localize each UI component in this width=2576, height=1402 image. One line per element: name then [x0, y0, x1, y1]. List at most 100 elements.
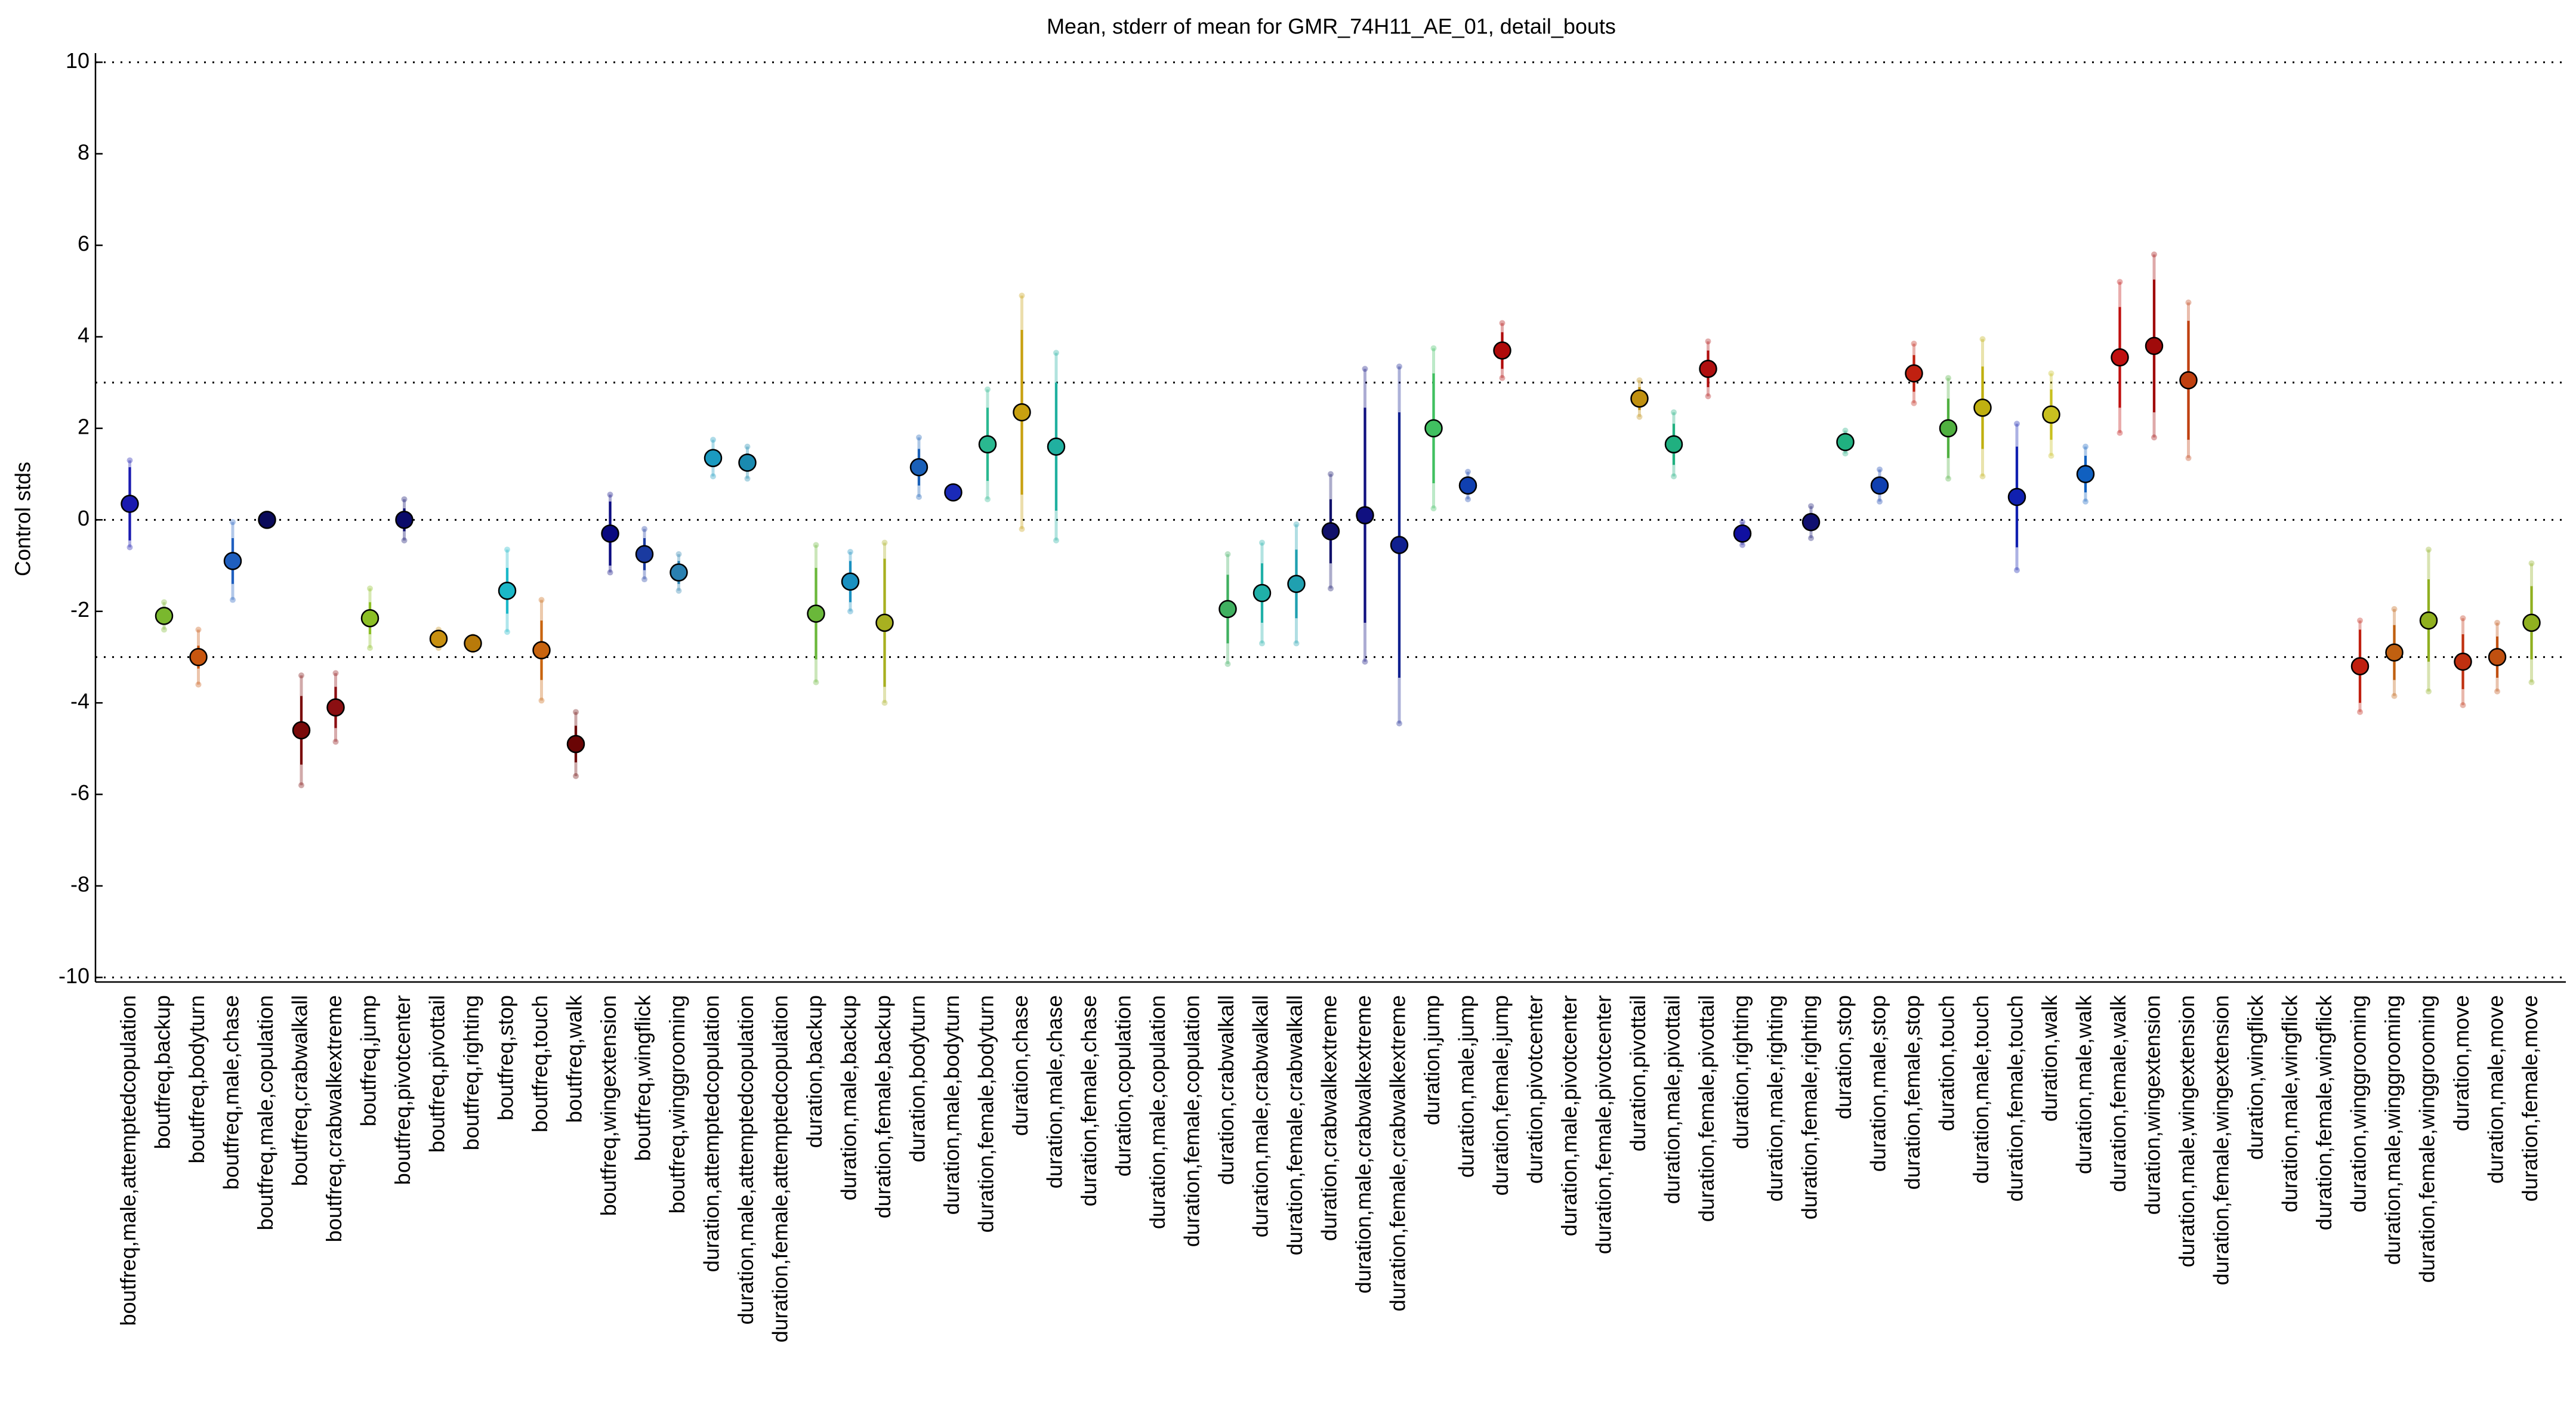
mean-marker [258, 511, 276, 529]
mean-marker [738, 453, 757, 472]
spread-cap [1705, 393, 1711, 400]
spread-cap [1019, 526, 1025, 532]
mean-marker [1836, 433, 1855, 452]
mean-marker [326, 698, 345, 717]
x-tick-label: duration,jump [1420, 995, 1444, 1125]
spread-cap [641, 526, 647, 532]
spread-cap [1842, 427, 1849, 434]
x-tick-label: duration,male,chase [1042, 995, 1067, 1188]
x-tick-label: duration,female,attemptedcopulation [768, 995, 792, 1342]
mean-marker [2111, 348, 2129, 367]
spread-cap [1739, 542, 1745, 548]
mean-marker [1458, 476, 1477, 495]
x-tick-label: duration,female,pivottail [1694, 995, 1719, 1222]
spread-cap [1053, 350, 1059, 356]
spread-cap [2391, 606, 2398, 612]
spread-cap [1636, 413, 1643, 420]
spread-cap [538, 597, 545, 603]
spread-cap [504, 629, 510, 635]
spread-cap [2460, 702, 2466, 708]
x-tick-label: duration,female,jump [1488, 995, 1513, 1196]
spread-cap [332, 739, 339, 745]
x-tick-label: boutfreq,crabwalkall [288, 995, 312, 1186]
x-tick-label: duration,female,crabwalkextreme [1386, 995, 1410, 1311]
y-tick-label: 8 [78, 140, 90, 164]
x-tick-label: boutfreq,stop [493, 995, 518, 1120]
spread-cap [2426, 546, 2432, 553]
x-tick-label: duration,attemptedcopulation [699, 995, 724, 1272]
y-tick-label: 0 [78, 506, 90, 530]
spread-cap [813, 542, 819, 548]
x-tick-label: duration,female,crabwalkall [1282, 995, 1307, 1255]
mean-marker [223, 552, 242, 570]
x-tick-label: duration,male,bodyturn [939, 995, 964, 1215]
x-tick-label: duration,wingextension [2140, 995, 2165, 1215]
spread-cap [2151, 434, 2157, 441]
x-tick-label: duration,female,wingflick [2312, 995, 2336, 1230]
spread-cap [1430, 505, 1437, 512]
spread-cap [1396, 720, 1402, 727]
spread-cap [2014, 421, 2020, 427]
x-tick-label: duration,walk [2037, 995, 2062, 1122]
spread-cap [1671, 473, 1677, 480]
x-tick-label: duration,wingflick [2243, 995, 2268, 1160]
x-tick-label: duration,pivottail [1625, 995, 1650, 1151]
x-tick-label: duration,male,crabwalkall [1248, 995, 1273, 1237]
y-tick-label: 10 [66, 48, 90, 73]
mean-marker [909, 458, 928, 477]
x-tick-label: boutfreq,touch [527, 995, 552, 1132]
spread-cap [1877, 466, 1883, 473]
spread-cap [881, 539, 888, 546]
spread-cap [2528, 560, 2535, 567]
spread-cap [1705, 338, 1711, 345]
spread-cap [2083, 443, 2088, 450]
x-tick-label: boutfreq,male,copulation [253, 995, 277, 1230]
spread-cap [2357, 617, 2363, 624]
mean-marker [1630, 389, 1649, 408]
spread-cap [1499, 375, 1506, 381]
spread-cap [1911, 341, 1917, 347]
spread-cap [2185, 455, 2192, 461]
spread-cap [1259, 640, 1265, 647]
x-tick-label: boutfreq,pivottail [425, 995, 449, 1153]
spread-cap [916, 493, 922, 500]
spread-cap [161, 626, 167, 633]
mean-marker [2488, 648, 2507, 666]
x-tick-label: duration,female,move [2518, 995, 2542, 1202]
spread-cap [573, 709, 579, 715]
x-tick-label: duration,female,winggrooming [2415, 995, 2439, 1283]
spread-cap [538, 697, 545, 704]
spread-cap [710, 473, 716, 480]
x-tick-label: duration,bodyturn [905, 995, 930, 1162]
mean-marker [498, 581, 517, 600]
mean-marker [1699, 359, 1717, 378]
x-tick-label: boutfreq,pivotcenter [390, 995, 415, 1185]
spread-cap [2117, 430, 2123, 436]
mean-marker [978, 435, 997, 454]
x-tick-label: duration,male,winggrooming [2380, 995, 2405, 1265]
mean-marker [1321, 522, 1340, 541]
mean-marker [1801, 512, 1821, 532]
spread-cap [367, 585, 373, 592]
spread-cap [607, 569, 613, 576]
x-tick-label: duration,male,move [2484, 995, 2508, 1184]
spread-cap [127, 457, 133, 464]
spread-cap [1465, 468, 1471, 475]
spread-cap [1328, 585, 1334, 592]
spread-cap [1259, 539, 1265, 546]
x-tick-label: duration,female,pivotcenter [1591, 995, 1616, 1254]
x-tick-label: duration,female,chase [1076, 995, 1101, 1206]
spread-cap [127, 544, 133, 551]
spread-cap [1911, 400, 1917, 406]
x-tick-label: duration,male,crabwalkextreme [1351, 995, 1375, 1293]
mean-marker [704, 449, 723, 468]
mean-marker [429, 629, 448, 648]
spread-cap [1671, 409, 1677, 416]
mean-marker [1252, 583, 1272, 603]
x-tick-label: duration,female,walk [2106, 995, 2130, 1192]
mean-marker [1218, 600, 1237, 619]
y-tick-label: -4 [70, 689, 90, 714]
x-tick-label: boutfreq,winggrooming [665, 995, 689, 1213]
x-tick-label: duration,female,backup [871, 995, 895, 1218]
mean-marker [2076, 465, 2095, 483]
